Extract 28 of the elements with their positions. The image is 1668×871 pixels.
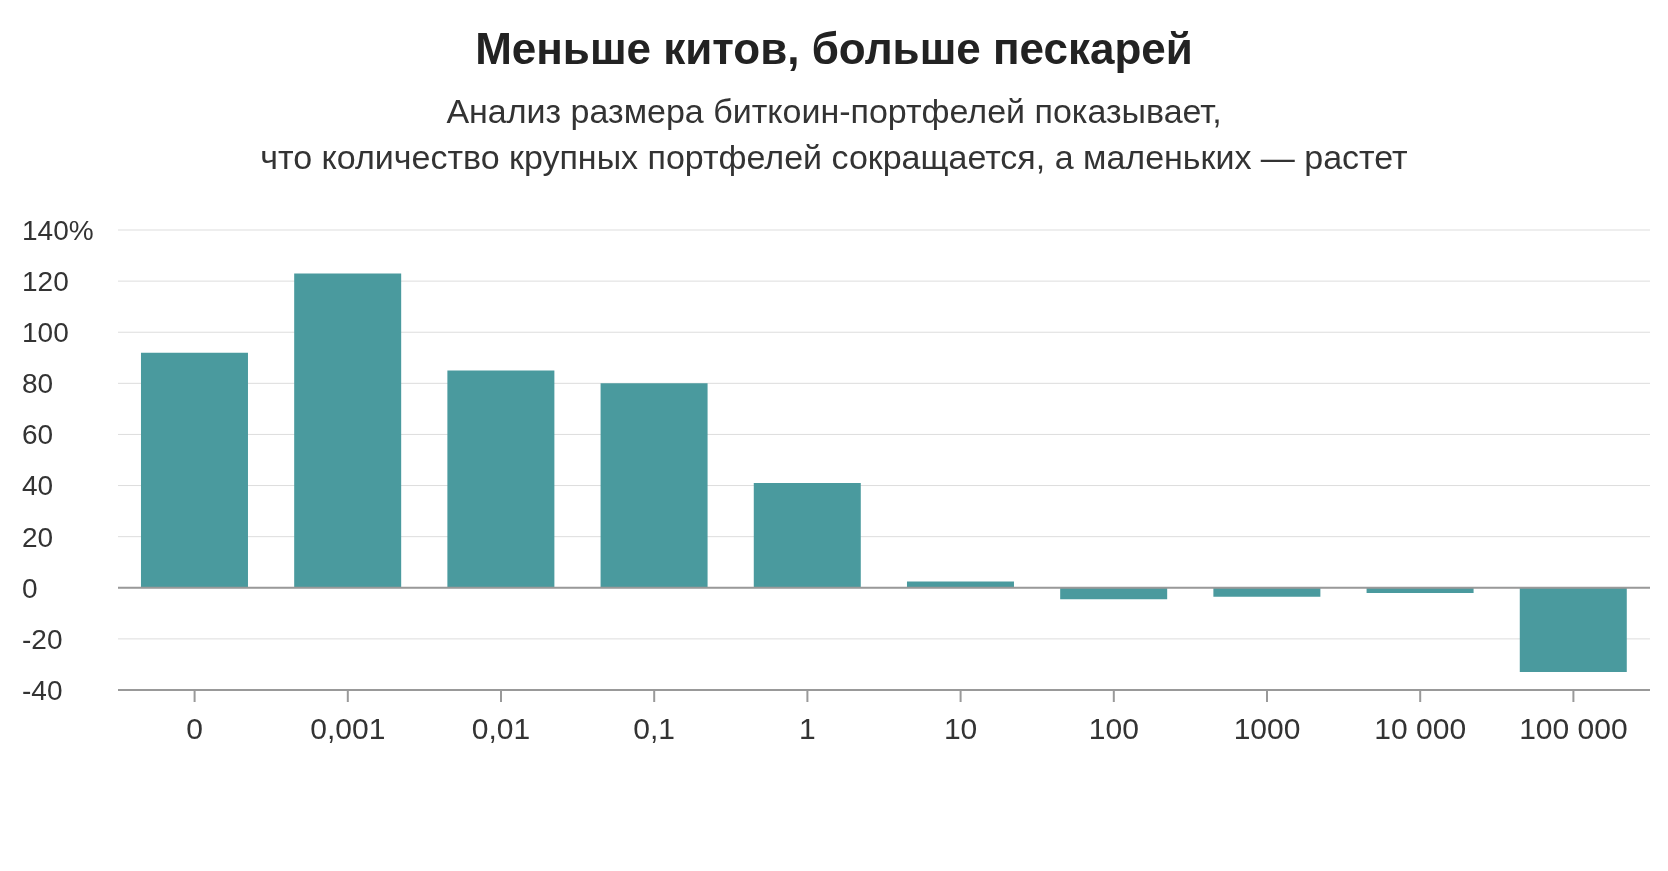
x-tick-label: 0 <box>186 712 203 746</box>
bar <box>753 483 861 588</box>
x-tick-label: 100 <box>1088 712 1139 746</box>
x-tick-label: 1000 <box>1233 712 1301 746</box>
x-tick-label: 1 <box>799 712 816 746</box>
y-tick-label: 20 <box>22 521 54 553</box>
y-tick-label: 60 <box>22 419 54 451</box>
bar <box>294 273 402 588</box>
x-tick-label: 0,1 <box>633 712 676 746</box>
y-tick-label: 100 <box>22 317 69 349</box>
chart-title: Меньше китов, больше пескарей <box>474 24 1194 74</box>
x-tick-label: 10 <box>943 712 978 746</box>
y-tick-label: 0 <box>22 572 38 604</box>
bar <box>447 370 555 588</box>
y-tick-label: -40 <box>22 674 63 706</box>
x-tick-label: 0,001 <box>310 712 386 746</box>
y-tick-label: 80 <box>22 368 54 400</box>
y-tick-label: -20 <box>22 623 63 655</box>
y-tick-label: 140% <box>22 214 94 246</box>
bar <box>600 383 708 588</box>
y-tick-label: 40 <box>22 470 54 502</box>
x-tick-label: 10 000 <box>1374 712 1467 746</box>
x-tick-label: 0,01 <box>471 712 531 746</box>
bar <box>1519 587 1627 673</box>
bar <box>140 352 248 588</box>
chart-subtitle: Анализ размера биткоин-портфелей показывает, что количество крупных портфелей сокращается, а маленьких — растет <box>259 91 1409 178</box>
x-tick-label: 100 000 <box>1519 712 1628 746</box>
y-tick-label: 120 <box>22 266 69 298</box>
